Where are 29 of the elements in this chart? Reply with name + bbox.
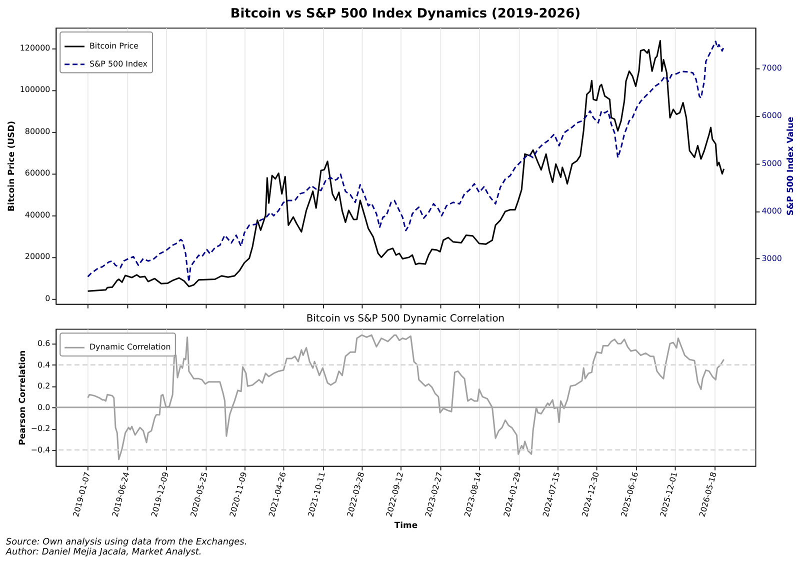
y2-tick-label: 7000 [762, 64, 782, 73]
y2-tick-label: 6000 [762, 111, 782, 120]
y-tick-label: −0.2 [30, 424, 50, 434]
y-tick-label: 0 [45, 294, 50, 303]
y-tick-label: 120000 [20, 44, 50, 53]
y-tick-label: 60000 [24, 168, 50, 178]
chart-title: Bitcoin vs S&P 500 Dynamic Correlation [306, 314, 505, 325]
source-note: Source: Own analysis using data from the Exchanges. [6, 537, 248, 548]
y-tick-label: 40000 [24, 210, 50, 220]
y-axis-title: Bitcoin Price (USD) [6, 120, 16, 212]
y-tick-label: 100000 [20, 85, 50, 94]
y2-tick-label: 3000 [762, 254, 782, 264]
chart-title: Bitcoin vs S&P 500 Index Dynamics (2019-2026) [230, 6, 581, 22]
y2-tick-label: 5000 [762, 158, 782, 168]
legend-label: Bitcoin Price [89, 41, 139, 50]
x-axis-title: Time [394, 520, 418, 530]
y-tick-label: 0.4 [38, 360, 50, 370]
text: Author: Daniel Mejia Jacala, Market Analyst. [4, 548, 202, 558]
legend-label: S&P 500 Index [89, 59, 148, 68]
y-tick-label: 80000 [24, 126, 50, 136]
y2-axis-title: S&P 500 Index Value [784, 116, 795, 216]
y-tick-label: 20000 [24, 252, 50, 262]
y-tick-label: 0.2 [38, 382, 50, 391]
legend-label: Dynamic Correlation [89, 342, 171, 352]
y-axis-title: Pearson Correlation [16, 350, 27, 446]
y2-tick-label: 4000 [762, 206, 782, 216]
y-tick-label: 0.6 [38, 339, 50, 348]
y-tick-label: 0.0 [38, 402, 50, 412]
y-tick-label: −0.4 [30, 445, 50, 454]
